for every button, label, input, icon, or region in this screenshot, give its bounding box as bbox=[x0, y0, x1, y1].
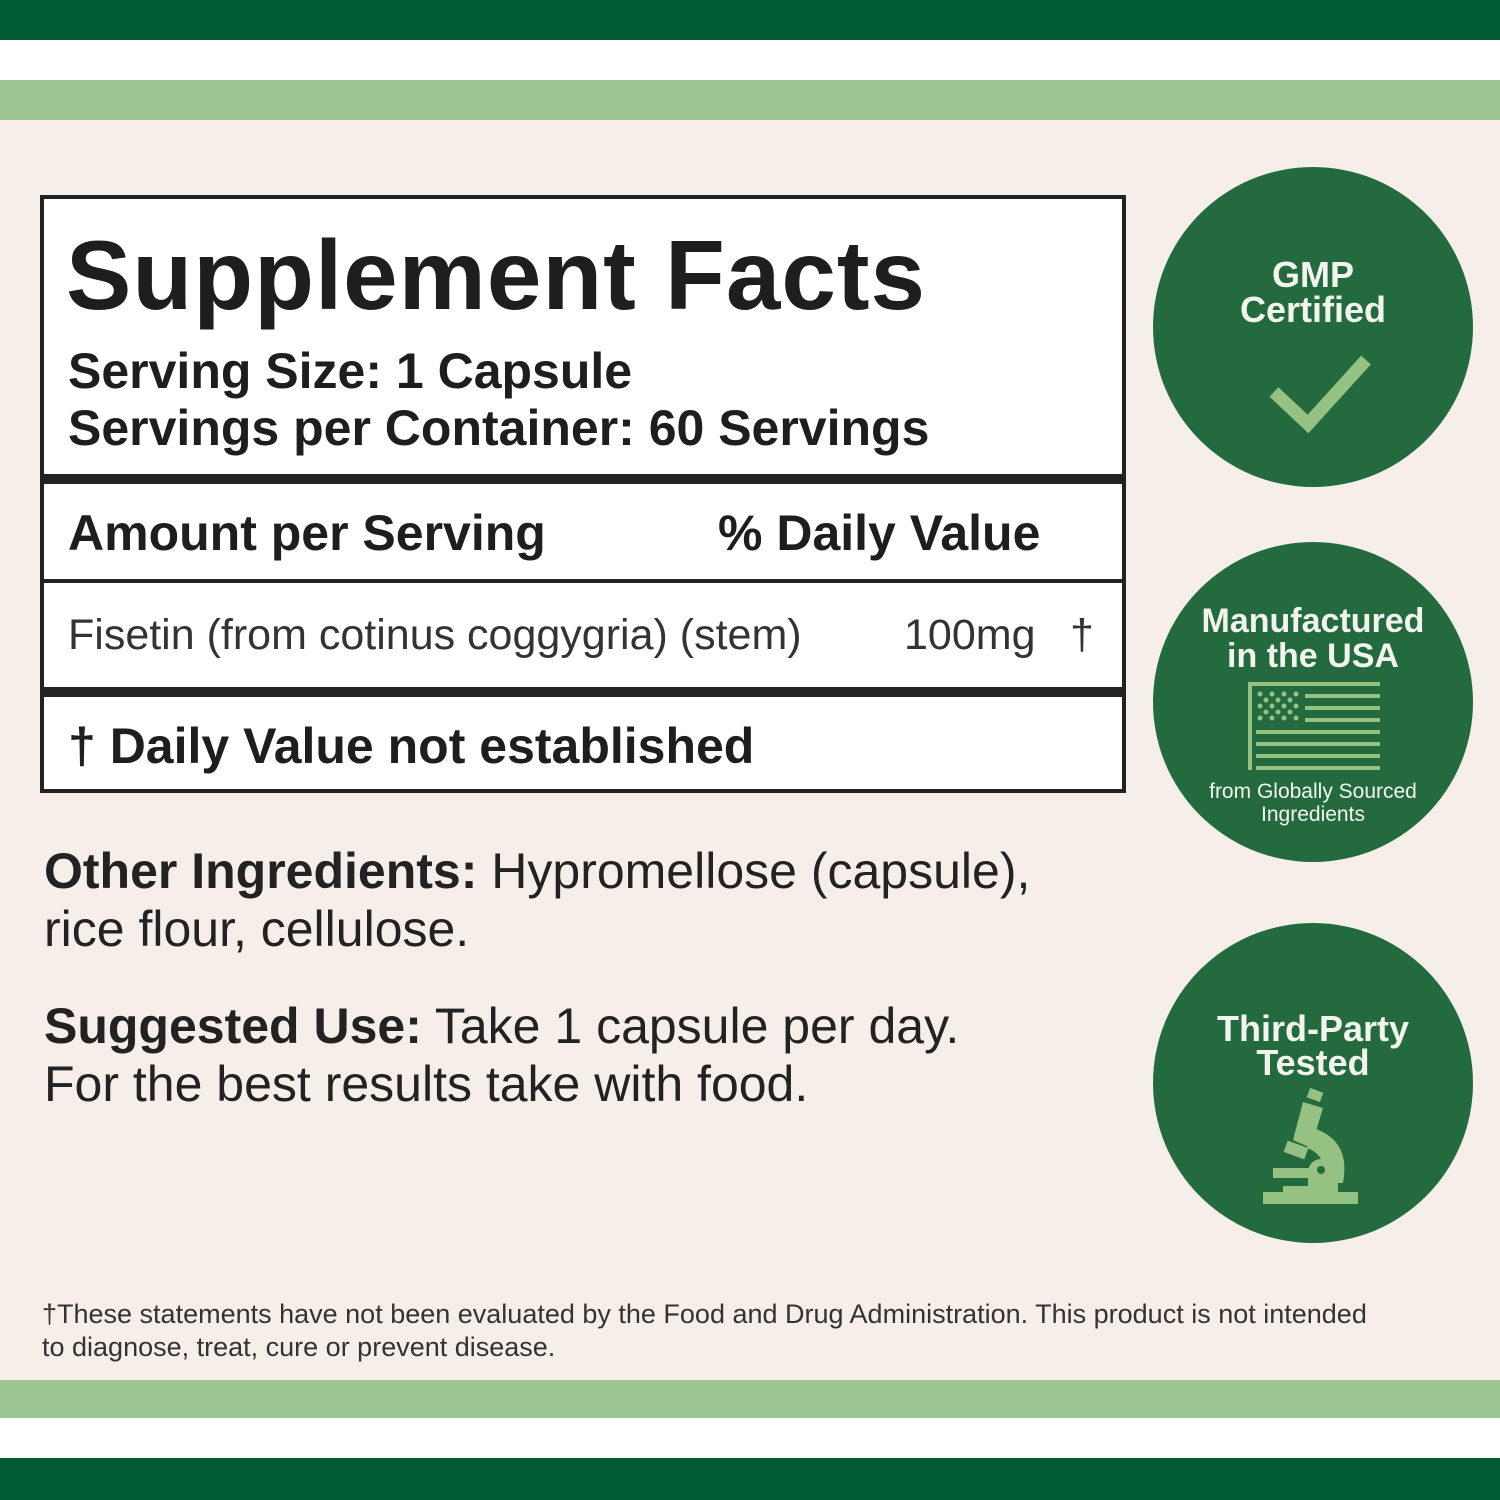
badge-line1: Manufactured bbox=[1201, 602, 1425, 640]
suggested-use-text: Take 1 capsule per day. For the best res… bbox=[44, 998, 960, 1112]
badge-caption1: from Globally Sourced bbox=[1209, 780, 1417, 803]
bottom-white-band bbox=[0, 1418, 1500, 1458]
amount-per-serving-header: Amount per Serving bbox=[68, 505, 546, 561]
divider bbox=[44, 687, 1122, 697]
us-flag-icon bbox=[1248, 682, 1380, 770]
suggested-use: Suggested Use: Take 1 capsule per day. F… bbox=[44, 997, 1044, 1113]
divider bbox=[44, 474, 1122, 484]
other-ingredients: Other Ingredients: Hypromellose (capsule… bbox=[44, 842, 1124, 958]
ingredient-amount: 100mg bbox=[904, 611, 1036, 659]
badge-line2: Tested bbox=[1256, 1042, 1370, 1083]
badge-line2: in the USA bbox=[1227, 637, 1399, 675]
divider bbox=[44, 579, 1122, 583]
badge-line2: Certified bbox=[1239, 289, 1387, 330]
made-in-usa-badge: Manufactured in the USA from Globally So… bbox=[1153, 542, 1473, 862]
badge-line1: Third-Party bbox=[1216, 1008, 1410, 1049]
top-light-band bbox=[0, 80, 1500, 120]
badge-caption2: Ingredients bbox=[1261, 803, 1365, 826]
facts-title: Supplement Facts bbox=[66, 220, 927, 330]
bottom-dark-band bbox=[0, 1458, 1500, 1500]
supplement-facts-panel: Supplement Facts Serving Size: 1 Capsule… bbox=[40, 195, 1126, 793]
top-dark-band bbox=[0, 0, 1500, 40]
checkmark-icon bbox=[1269, 355, 1371, 434]
ingredient-dv: † bbox=[1070, 611, 1094, 659]
ingredient-name: Fisetin (from cotinus coggygria) (stem) bbox=[68, 611, 802, 659]
other-ingredients-text: Hypromellose (capsule), rice flour, cell… bbox=[44, 843, 1031, 957]
bottom-light-band bbox=[0, 1380, 1500, 1418]
facts-footnote: † Daily Value not established bbox=[68, 718, 755, 774]
fda-disclaimer: †These statements have not been evaluate… bbox=[42, 1299, 1367, 1362]
badge-line1: GMP bbox=[1271, 254, 1354, 295]
daily-value-header: % Daily Value bbox=[718, 505, 1041, 561]
third-party-tested-badge: Third-Party Tested bbox=[1153, 923, 1473, 1243]
servings-per-container: Servings per Container: 60 Servings bbox=[68, 400, 930, 456]
gmp-certified-badge: GMP Certified bbox=[1153, 167, 1473, 487]
other-ingredients-label: Other Ingredients: bbox=[44, 843, 478, 899]
suggested-use-label: Suggested Use: bbox=[44, 998, 422, 1054]
serving-size: Serving Size: 1 Capsule bbox=[68, 343, 633, 399]
top-white-band bbox=[0, 40, 1500, 80]
microscope-icon bbox=[1263, 1088, 1358, 1204]
